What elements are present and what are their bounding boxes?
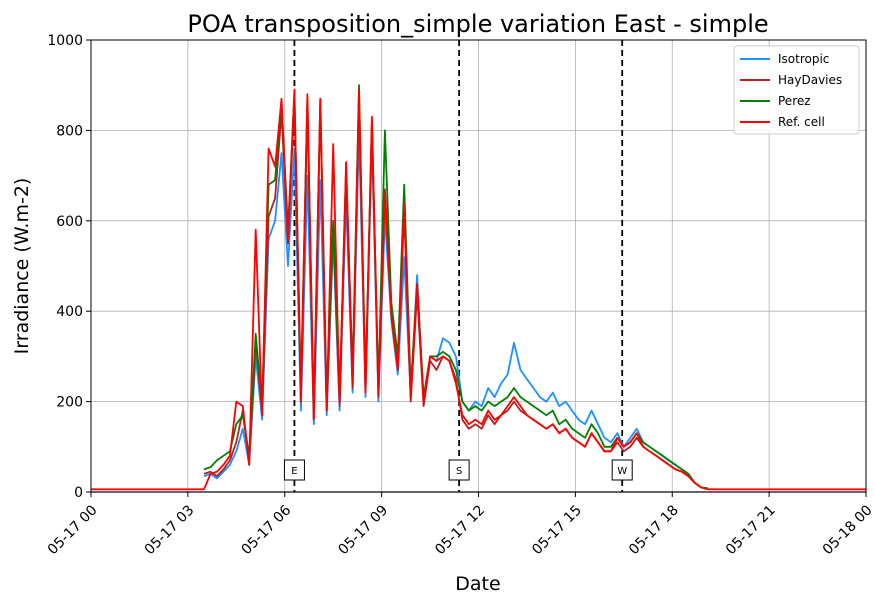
y-tick-label: 1000 — [47, 33, 83, 49]
marker-label-s: S — [456, 466, 462, 477]
marker-label-w: W — [617, 466, 627, 477]
legend-label-perez: Perez — [778, 94, 811, 108]
y-tick-label: 600 — [56, 214, 83, 230]
legend-label-isotropic: Isotropic — [778, 52, 829, 66]
series-line-haydavies — [203, 97, 708, 490]
legend-label-haydavies: HayDavies — [778, 73, 842, 87]
marker-box-e — [283, 459, 305, 481]
x-axis-label: Date — [455, 573, 500, 595]
marker-label-e: E — [291, 466, 297, 477]
y-tick-label: 800 — [56, 123, 83, 139]
y-tick-label: 200 — [56, 395, 83, 411]
legend: Isotropic HayDavies Perez Ref. cell — [733, 45, 860, 135]
legend-label-ref-cell: Ref. cell — [778, 115, 825, 129]
y-axis-label: Irradiance (W.m-2) — [11, 178, 33, 355]
series-line-ref-cell — [91, 88, 866, 491]
legend-box — [733, 45, 860, 135]
y-tick-label: 0 — [74, 485, 83, 501]
chart-title: POA transposition_simple variation East … — [187, 10, 768, 38]
y-tick-label: 400 — [56, 304, 83, 320]
marker-box-s — [448, 459, 470, 481]
marker-box-w — [611, 459, 633, 481]
